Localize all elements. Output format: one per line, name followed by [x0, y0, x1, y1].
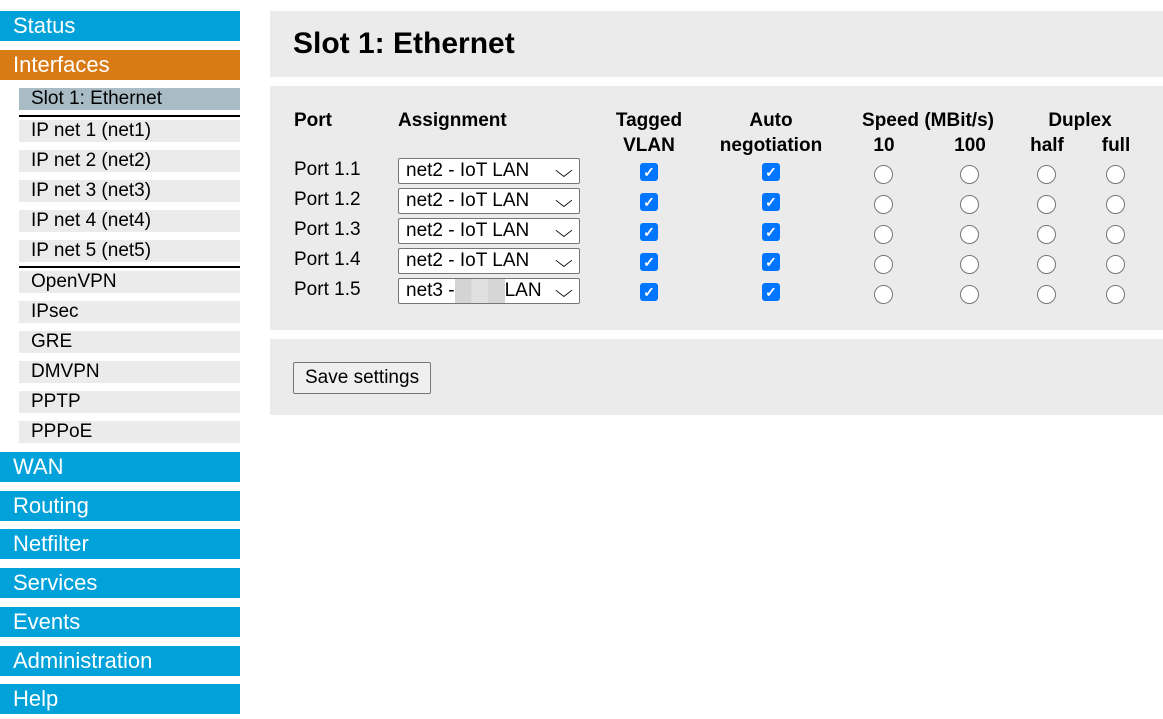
- tagged-checkbox[interactable]: ✓: [640, 283, 658, 301]
- assignment-select[interactable]: net2 - IoT LAN ⌵: [398, 248, 580, 274]
- duplex-full-radio[interactable]: [1106, 165, 1125, 184]
- chevron-down-icon: ⌵: [555, 221, 574, 241]
- chevron-down-icon: ⌵: [555, 251, 574, 271]
- header-assignment: Assignment: [398, 110, 507, 131]
- nav-services[interactable]: Services: [0, 568, 240, 599]
- header-auto: Auto negotiation: [701, 108, 841, 158]
- speed-100-radio[interactable]: [960, 165, 979, 184]
- port-label: Port 1.2: [294, 189, 361, 210]
- nav-status[interactable]: Status: [0, 11, 240, 41]
- auto-checkbox[interactable]: ✓: [762, 223, 780, 241]
- assignment-select[interactable]: net3 - LAN ⌵: [398, 278, 580, 304]
- header-speed: Speed (MBit/s): [862, 110, 994, 131]
- duplex-half-radio[interactable]: [1037, 165, 1056, 184]
- nav-administration[interactable]: Administration: [0, 645, 240, 676]
- chevron-down-icon: ⌵: [555, 161, 574, 181]
- assignment-suffix: LAN: [504, 280, 542, 301]
- duplex-half-radio[interactable]: [1037, 195, 1056, 214]
- nav-interfaces[interactable]: Interfaces: [0, 50, 240, 80]
- save-settings-button[interactable]: Save settings: [293, 362, 432, 394]
- assignment-value: net2 - IoT LAN: [406, 160, 530, 181]
- speed-10-radio[interactable]: [874, 165, 893, 184]
- nav-help[interactable]: Help: [0, 684, 240, 715]
- sidebar-item-ip-net-1-net1[interactable]: IP net 1 (net1): [19, 120, 240, 142]
- header-duplex: Duplex: [1048, 110, 1112, 131]
- assignment-value: net2 - IoT LAN: [406, 190, 530, 211]
- header-auto-line2: negotiation: [719, 135, 823, 156]
- nav-routing[interactable]: Routing: [0, 490, 240, 521]
- assignment-value: net2 - IoT LAN: [406, 250, 530, 271]
- chevron-down-icon: ⌵: [555, 191, 574, 211]
- speed-10-radio[interactable]: [874, 285, 893, 304]
- separator: [19, 115, 240, 117]
- assignment-prefix: net3 -: [406, 280, 455, 301]
- nav-events[interactable]: Events: [0, 606, 240, 637]
- sidebar-item-gre[interactable]: GRE: [19, 331, 240, 353]
- save-panel: Save settings: [270, 339, 1163, 415]
- ports-table: Port Assignment Tagged VLAN Auto negotiati…: [270, 86, 1163, 330]
- duplex-full-radio[interactable]: [1106, 195, 1125, 214]
- tagged-checkbox[interactable]: ✓: [640, 193, 658, 211]
- duplex-full-radio[interactable]: [1106, 225, 1125, 244]
- header-speed-100: 100: [954, 135, 986, 156]
- header-half: half: [1030, 135, 1064, 156]
- speed-100-radio[interactable]: [960, 225, 979, 244]
- sidebar-item-ip-net-4-net4[interactable]: IP net 4 (net4): [19, 210, 240, 232]
- separator: [19, 266, 240, 268]
- duplex-full-radio[interactable]: [1106, 285, 1125, 304]
- speed-100-radio[interactable]: [960, 285, 979, 304]
- header-speed-10: 10: [873, 135, 895, 156]
- speed-10-radio[interactable]: [874, 195, 893, 214]
- speed-100-radio[interactable]: [960, 195, 979, 214]
- header-tagged-line1: Tagged: [615, 110, 683, 131]
- nav-netfilter[interactable]: Netfilter: [0, 529, 240, 560]
- duplex-full-radio[interactable]: [1106, 255, 1125, 274]
- speed-100-radio[interactable]: [960, 255, 979, 274]
- speed-10-radio[interactable]: [874, 255, 893, 274]
- sidebar-item-pptp[interactable]: PPTP: [19, 391, 240, 413]
- sidebar-item-ip-net-2-net2[interactable]: IP net 2 (net2): [19, 150, 240, 172]
- auto-checkbox[interactable]: ✓: [762, 193, 780, 211]
- redacted-block: [454, 279, 505, 303]
- sidebar-item-openvpn[interactable]: OpenVPN: [19, 271, 240, 293]
- duplex-half-radio[interactable]: [1037, 255, 1056, 274]
- sidebar-item-pppoe[interactable]: PPPoE: [19, 421, 240, 443]
- page-title: Slot 1: Ethernet: [293, 27, 515, 60]
- tagged-checkbox[interactable]: ✓: [640, 223, 658, 241]
- tagged-checkbox[interactable]: ✓: [640, 163, 658, 181]
- duplex-half-radio[interactable]: [1037, 285, 1056, 304]
- auto-checkbox[interactable]: ✓: [762, 283, 780, 301]
- chevron-down-icon: ⌵: [555, 281, 574, 301]
- assignment-value: net2 - IoT LAN: [406, 220, 530, 241]
- nav-wan[interactable]: WAN: [0, 452, 240, 482]
- assignment-select[interactable]: net2 - IoT LAN ⌵: [398, 158, 580, 184]
- sidebar-item-ip-net-3-net3[interactable]: IP net 3 (net3): [19, 180, 240, 202]
- port-label: Port 1.1: [294, 159, 361, 180]
- header-tagged-line2: VLAN: [623, 135, 675, 156]
- header-tagged: Tagged VLAN: [589, 108, 709, 158]
- header-auto-line1: Auto: [749, 110, 793, 131]
- sidebar-item-ipsec[interactable]: IPsec: [19, 301, 240, 323]
- sidebar-item-slot-1-ethernet[interactable]: Slot 1: Ethernet: [19, 88, 240, 110]
- port-label: Port 1.4: [294, 249, 361, 270]
- port-label: Port 1.5: [294, 279, 361, 300]
- header-panel: Slot 1: Ethernet: [270, 11, 1163, 77]
- sidebar-item-dmvpn[interactable]: DMVPN: [19, 361, 240, 383]
- assignment-select[interactable]: net2 - IoT LAN ⌵: [398, 188, 580, 214]
- auto-checkbox[interactable]: ✓: [762, 253, 780, 271]
- port-label: Port 1.3: [294, 219, 361, 240]
- header-full: full: [1101, 135, 1131, 156]
- sidebar-item-ip-net-5-net5[interactable]: IP net 5 (net5): [19, 240, 240, 262]
- tagged-checkbox[interactable]: ✓: [640, 253, 658, 271]
- speed-10-radio[interactable]: [874, 225, 893, 244]
- auto-checkbox[interactable]: ✓: [762, 163, 780, 181]
- header-port: Port: [294, 110, 332, 131]
- assignment-select[interactable]: net2 - IoT LAN ⌵: [398, 218, 580, 244]
- duplex-half-radio[interactable]: [1037, 225, 1056, 244]
